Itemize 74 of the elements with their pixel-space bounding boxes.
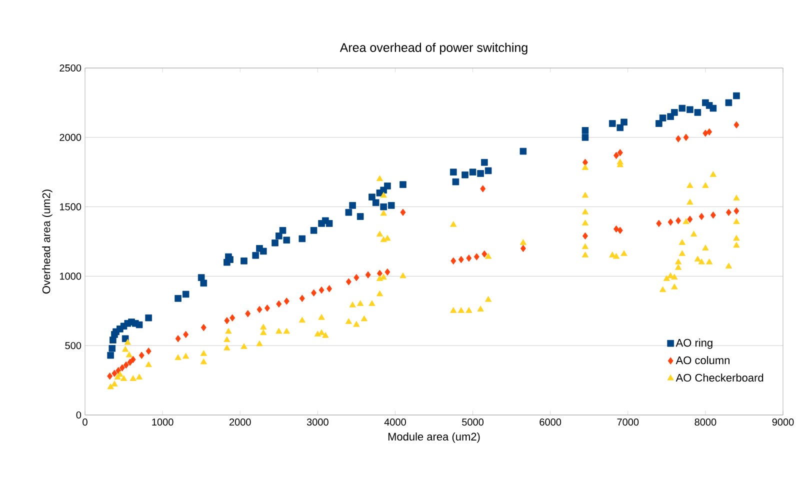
x-tick-label: 3000 <box>306 418 328 426</box>
point <box>123 361 129 369</box>
point <box>698 212 704 220</box>
point <box>183 330 189 338</box>
x-tick-label: 7000 <box>617 418 639 426</box>
point <box>245 310 251 318</box>
x-tick-label: 8000 <box>694 418 716 426</box>
point <box>318 286 324 294</box>
y-axis-title: Overhead area (um2) <box>42 190 52 294</box>
point <box>482 250 488 258</box>
x-tick-label: 2000 <box>229 418 251 426</box>
point <box>112 370 118 377</box>
point <box>702 130 708 137</box>
point <box>614 225 620 233</box>
point <box>200 324 206 332</box>
point <box>676 135 682 142</box>
point <box>668 218 674 226</box>
point <box>326 285 332 292</box>
point <box>224 317 230 324</box>
point <box>400 208 406 216</box>
point <box>710 212 716 219</box>
point <box>474 253 480 260</box>
point <box>130 356 136 364</box>
point <box>582 232 588 240</box>
point <box>458 256 464 264</box>
point <box>264 304 270 312</box>
point <box>450 257 456 265</box>
point <box>365 271 371 278</box>
y-tick-label: 500 <box>65 342 82 350</box>
y-tick-label: 1000 <box>60 272 82 280</box>
point <box>119 364 125 372</box>
point <box>107 372 113 380</box>
point <box>466 254 472 262</box>
y-tick-label: 2000 <box>60 134 82 141</box>
point <box>346 278 352 286</box>
point <box>480 185 486 192</box>
point <box>683 134 689 141</box>
point <box>614 152 620 160</box>
legend-label: AO ring <box>676 338 712 349</box>
x-tick-label: 5000 <box>462 418 484 426</box>
point <box>354 274 360 282</box>
legend-label: AO column <box>676 356 730 364</box>
point <box>726 208 732 216</box>
point <box>299 294 305 302</box>
y-tick-label: 2500 <box>60 64 82 72</box>
point <box>311 289 317 296</box>
point <box>617 149 623 156</box>
point <box>687 216 693 223</box>
x-tick-label: 0 <box>82 418 88 426</box>
point <box>230 314 236 322</box>
x-axis-title: Module area (um2) <box>388 432 480 443</box>
point <box>706 128 712 136</box>
x-tick-label: 1000 <box>152 418 174 426</box>
point <box>127 358 133 366</box>
point <box>175 335 181 342</box>
x-tick-label: 4000 <box>384 418 406 426</box>
point <box>284 298 290 305</box>
point <box>656 220 662 228</box>
point <box>384 268 390 276</box>
point <box>146 348 152 355</box>
point <box>256 306 262 314</box>
point <box>617 226 623 234</box>
point <box>138 352 144 359</box>
x-tick-label: 9000 <box>772 418 794 426</box>
x-tick-label: 6000 <box>540 418 562 426</box>
point <box>276 300 282 308</box>
chart-title: Area overhead of power switching <box>340 42 528 54</box>
y-tick-label: 0 <box>76 411 82 419</box>
point <box>520 244 526 252</box>
point <box>676 217 682 224</box>
legend-label: AO Checkerboard <box>676 374 764 382</box>
point <box>734 121 740 129</box>
y-tick-label: 1500 <box>60 203 82 210</box>
point <box>734 207 740 215</box>
